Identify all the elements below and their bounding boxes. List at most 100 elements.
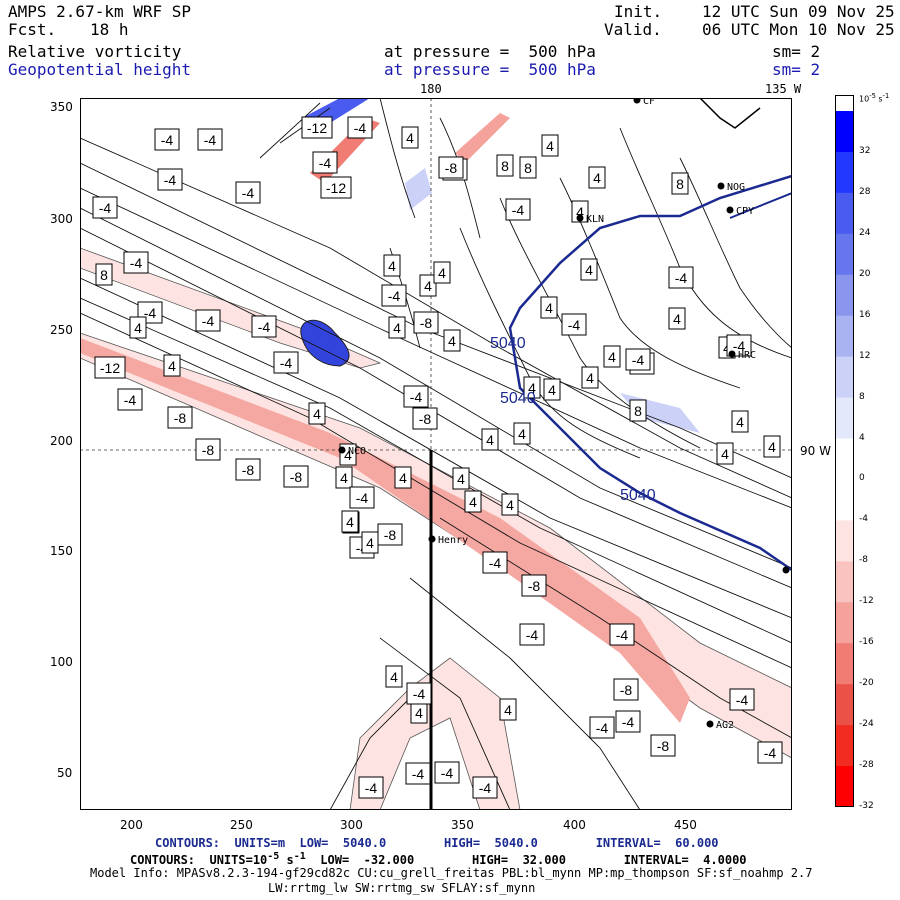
contour-label: 8 <box>524 160 532 176</box>
contour-label-box <box>388 316 406 339</box>
contour-label-box <box>668 307 686 330</box>
contour-label: -12 <box>307 120 327 136</box>
contour-label-box <box>581 366 599 389</box>
contour-label-box <box>716 442 734 465</box>
negative-vorticity-band-southwest <box>349 657 521 810</box>
contour-label: -4 <box>124 392 137 408</box>
field2-name: Geopotential height <box>8 60 192 79</box>
station-marker <box>726 206 734 214</box>
contour-label: 8 <box>100 267 108 283</box>
positive-vorticity-blob <box>300 319 350 367</box>
model-info: Model Info: MPASv8.2.3-194-gf29cd82c CU:… <box>90 866 813 880</box>
contour-label: 8 <box>634 403 642 419</box>
coastline <box>699 98 761 129</box>
contour-label: 4 <box>424 278 432 294</box>
contour-label-box <box>95 263 113 286</box>
contour-label: 4 <box>134 320 142 336</box>
station-label: KLN <box>586 214 604 225</box>
contour-label-box <box>195 309 221 332</box>
contour-label: 8 <box>501 158 509 174</box>
contour-label-box <box>481 428 499 451</box>
contour-label: 8 <box>676 176 684 192</box>
y-tick: 350 <box>50 100 73 114</box>
contour-label-box <box>129 316 147 339</box>
colorbar-swatch <box>835 274 854 317</box>
field2-smoothing: sm= 2 <box>772 60 821 79</box>
colorbar-swatch <box>835 725 854 767</box>
contour-label-box <box>571 200 589 223</box>
vorticity-contour-info: CONTOURS: UNITS=10-5 s-1 LOW= -32.000 HI… <box>130 851 747 867</box>
contour-label-box <box>433 261 451 284</box>
contour-label: 4 <box>586 370 594 386</box>
contour-label: 4 <box>486 432 494 448</box>
x-tick: 300 <box>340 818 363 832</box>
contour-label: 4 <box>399 470 407 486</box>
y-tick: 100 <box>50 655 73 669</box>
contour-label: -12 <box>326 180 346 196</box>
contour-label: -4 <box>365 780 378 796</box>
field1-smoothing: sm= 2 <box>772 42 821 61</box>
contour-label-box <box>308 402 326 425</box>
station-marker <box>428 535 436 543</box>
contour-label: -4 <box>280 355 293 371</box>
station-label: AG2 <box>716 720 734 731</box>
contour-label-box <box>521 574 547 597</box>
height-label: 5040 <box>490 335 526 352</box>
contour-label: 4 <box>506 497 514 513</box>
contour-label-box <box>464 490 482 513</box>
contour-label-box <box>405 762 431 785</box>
contour-label-box <box>335 466 353 489</box>
contour-label: 4 <box>366 535 374 551</box>
contour-label-box <box>589 716 615 739</box>
contour-label-box <box>452 467 470 490</box>
colorbar-label: -20 <box>859 678 874 689</box>
colorbar-swatch <box>835 520 854 562</box>
colorbar-swatch <box>835 397 854 440</box>
colorbar-label: 32 <box>859 145 871 156</box>
contour-label-box <box>320 176 352 199</box>
contour-label: -4 <box>202 313 215 329</box>
contour-label: 4 <box>736 414 744 430</box>
contour-label: -4 <box>354 120 367 136</box>
contour-label-box <box>385 665 403 688</box>
contour-label-box <box>629 399 647 422</box>
contour-label-box <box>523 376 541 399</box>
station-marker <box>717 182 725 190</box>
contour-label-box <box>401 126 419 149</box>
colorbar-swatch <box>835 438 854 480</box>
contour-label: -8 <box>620 682 633 698</box>
contour-label-box <box>349 486 375 509</box>
station-marker <box>338 446 346 454</box>
colorbar-label: 12 <box>859 350 871 361</box>
colorbar-label: -8 <box>859 555 868 566</box>
y-tick: 300 <box>50 212 73 226</box>
contour-label: -4 <box>441 765 454 781</box>
station-label: Henry <box>438 535 468 546</box>
colorbar-label: 20 <box>859 268 871 279</box>
station-label: NOG <box>727 182 745 193</box>
init-time: 12 UTC Sun 09 Nov 25 <box>702 2 895 21</box>
contour-label: 4 <box>673 311 681 327</box>
contour-label: -4 <box>356 490 369 506</box>
colorbar-label: 24 <box>859 227 871 238</box>
contour-label: -4 <box>526 627 539 643</box>
contour-label-box <box>361 531 379 554</box>
contour-label-box <box>438 156 464 179</box>
colorbar-label: 16 <box>859 309 871 320</box>
height-label: 5040 <box>620 487 656 504</box>
colorbar-swatch <box>835 356 854 399</box>
height-contour-info: CONTOURS: UNITS=m LOW= 5040.0 HIGH= 5040… <box>155 836 719 850</box>
contour-label-box <box>757 741 783 764</box>
colorbar-swatch <box>835 684 854 726</box>
y-tick: 150 <box>50 544 73 558</box>
contour-label: 4 <box>504 702 512 718</box>
y-tick: 250 <box>50 323 73 337</box>
contour-label-box <box>482 551 508 574</box>
station-marker <box>782 566 790 574</box>
contour-label: 4 <box>393 320 401 336</box>
x-tick: 450 <box>674 818 697 832</box>
colorbar-label: 8 <box>859 391 865 402</box>
contour-label: 4 <box>528 380 536 396</box>
contour-label: 4 <box>438 265 446 281</box>
field2-level: at pressure = 500 hPa <box>384 60 596 79</box>
